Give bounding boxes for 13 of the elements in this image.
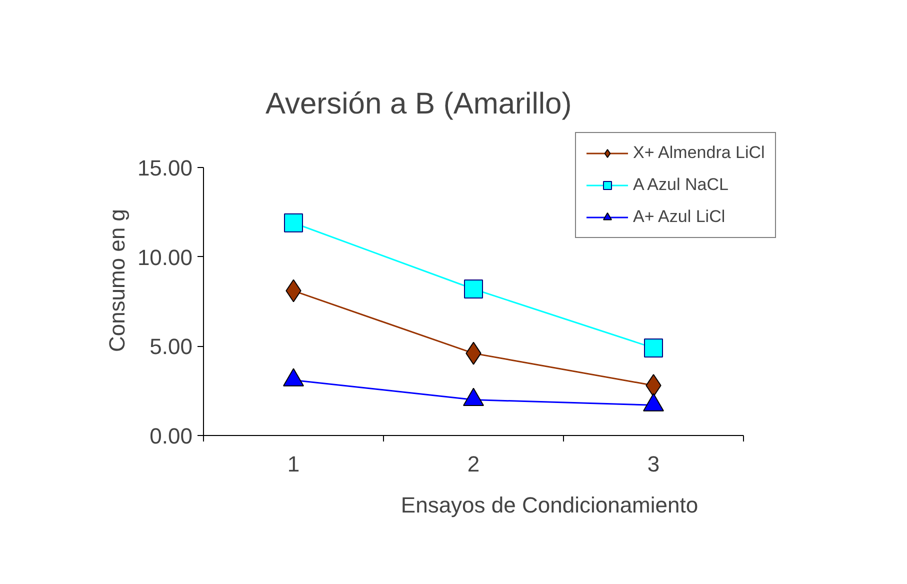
- legend-label: A Azul NaCL: [633, 175, 728, 195]
- legend-label: A+ Azul LiCl: [633, 207, 726, 227]
- y-axis-title: Consumo en g: [104, 208, 130, 352]
- x-axis-title: Ensayos de Condicionamiento: [400, 492, 698, 518]
- y-tick-label: 15.00: [137, 156, 193, 180]
- x-tick-label: 3: [647, 452, 660, 476]
- legend-label: X+ Almendra LiCl: [633, 143, 765, 163]
- x-tick-label: 2: [467, 452, 480, 476]
- y-tick-label: 5.00: [150, 334, 193, 360]
- y-tick-label: 10.00: [137, 244, 193, 270]
- chart-title: Aversión a B (Amarillo): [266, 88, 572, 120]
- y-tick-label: 0.00: [150, 424, 193, 448]
- x-tick-label: 1: [287, 452, 300, 476]
